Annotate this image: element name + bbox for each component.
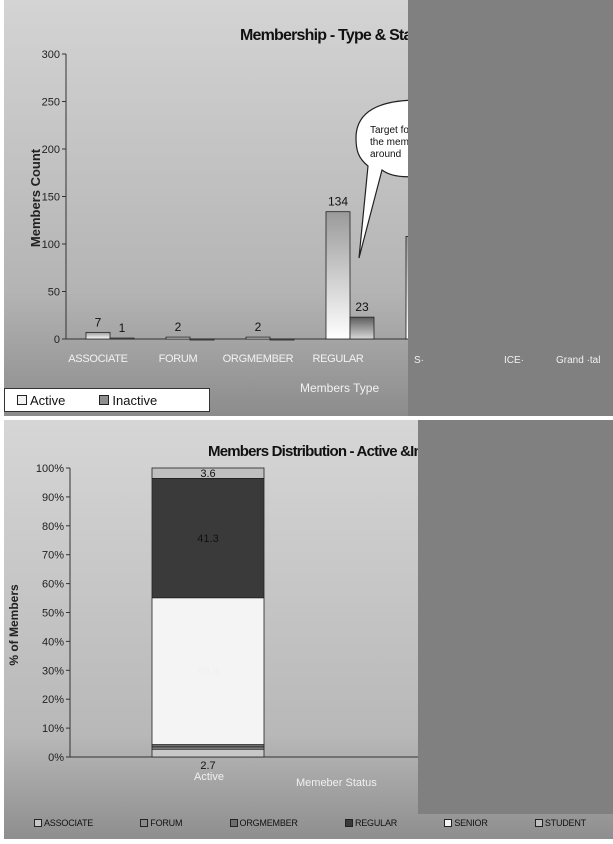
bar-inactive-associate (109, 337, 135, 340)
bar-active-associate (85, 331, 111, 340)
legend: Active Inactive (4, 388, 210, 412)
x-tick-label: ASSOCIATE (68, 353, 127, 365)
bar-active-forum (165, 336, 191, 340)
outside-category-label: ICE· (504, 355, 524, 366)
membership-type-status-chart: Membership - Type & Status 0 50 100 150 200 2… (4, 0, 613, 416)
members-distribution-chart: Members Distribution - Active &Inactive … (4, 420, 613, 839)
legend-label: REGULAR (354, 818, 398, 828)
stack-segment-student (151, 467, 265, 479)
legend-swatch (344, 819, 353, 827)
y-tick-label: 100 (42, 239, 60, 251)
x-axis-title: Members Type (300, 381, 379, 395)
x-tick-label: REGULAR (312, 353, 363, 365)
y-tick-label: 50% (42, 608, 64, 620)
y-tick-label: 150 (42, 192, 60, 204)
legend-swatch-active (17, 395, 27, 405)
annotation-callout: Target fo the memb around (355, 99, 420, 259)
y-tick-label: 80% (42, 521, 64, 533)
annotation-line: around (370, 149, 401, 160)
y-tick-label: 90% (42, 492, 64, 504)
legend-label: ASSOCIATE (44, 818, 94, 828)
legend-item-forum: FORUM (140, 818, 182, 828)
chart-title: Membership - Type & Status (240, 27, 434, 44)
data-label-active: 2 (255, 320, 262, 334)
legend-item-associate: ASSOCIATE (34, 818, 93, 828)
legend-item-inactive: Inactive (99, 393, 157, 408)
legend-swatch (444, 819, 453, 827)
stack-segment-associate (151, 748, 265, 758)
x-tick-label: Active (194, 771, 224, 783)
y-axis: 0 50 100 150 200 250 300 (42, 49, 408, 346)
stack-segment-regular (151, 597, 265, 745)
bar-inactive-forum (189, 338, 215, 341)
bar-active-orgmember (245, 336, 271, 340)
x-tick-label: ORGMEMBER (223, 353, 294, 365)
legend-label: Active (30, 392, 66, 408)
legend-item-senior: SENIOR (444, 818, 488, 828)
chart-title: Members Distribution - Active &Inactive (208, 443, 460, 460)
y-tick-label: 20% (42, 694, 64, 706)
y-tick-label: 70% (42, 550, 64, 562)
data-label-associate: 2.7 (200, 760, 215, 772)
legend-label: SENIOR (454, 818, 488, 828)
x-axis-title: Memeber Status (296, 777, 377, 789)
y-tick-label: 300 (42, 49, 60, 61)
y-tick-label: 30% (42, 665, 64, 677)
legend-item-active: Active (17, 393, 65, 408)
bar-inactive-orgmember (269, 338, 295, 341)
redacted-area (408, 0, 613, 416)
annotation-text: Target fo the memb around (370, 125, 415, 160)
legend-swatch (534, 819, 543, 827)
legend-item-regular: REGULAR (344, 818, 398, 828)
data-label-student: 3.6 (200, 468, 215, 480)
legend-swatch (229, 819, 238, 827)
y-axis-title: Members Count (28, 148, 43, 247)
legend-swatch-inactive (99, 395, 110, 405)
y-tick-label: 40% (42, 636, 64, 648)
legend-item-orgmember: ORGMEMBER (229, 818, 298, 828)
y-tick-label: 0 (54, 334, 60, 346)
data-label-regular: 50.8 (197, 666, 218, 678)
annotation-line: the memb (370, 137, 415, 148)
annotation-bubble (355, 99, 420, 259)
legend-label: ORGMEMBER (239, 818, 298, 828)
legend-label: FORUM (150, 818, 183, 828)
annotation-line: Target fo (370, 125, 409, 136)
y-tick-label: 10% (42, 723, 64, 735)
y-tick-label: 0% (48, 752, 64, 764)
redacted-area (418, 420, 613, 814)
data-label-active: 7 (95, 315, 102, 329)
data-label-active: 2 (175, 320, 182, 334)
y-tick-label: 50 (48, 287, 60, 299)
legend-swatch (140, 819, 149, 827)
y-axis-title: % of Members (7, 584, 21, 666)
bar-active-regular (325, 211, 351, 340)
outside-category-label: S· (414, 355, 424, 366)
y-tick-label: 250 (42, 97, 60, 109)
y-tick-label: 200 (42, 144, 60, 156)
stacked-bar-marks: 2.70.80.850.841.33.6 (151, 467, 265, 772)
legend-label: STUDENT (544, 818, 586, 828)
bar-inactive-regular (349, 316, 375, 340)
legend-swatch (34, 819, 42, 827)
legend-item-student: STUDENT (534, 818, 586, 828)
data-label-senior: 41.3 (197, 533, 218, 545)
x-tick-label: FORUM (159, 353, 198, 365)
outside-category-label: Grand ·tal (556, 355, 601, 366)
stack-segment-senior (151, 478, 265, 599)
legend: ASSOCIATE FORUM ORGMEMBER REGULAR SENIOR STUD… (34, 816, 586, 830)
outside-category-labels: S· ICE· Grand ·tal (4, 355, 613, 369)
data-label-inactive: 1 (119, 321, 126, 335)
y-tick-label: 60% (42, 579, 64, 591)
y-tick-label: 100% (36, 463, 64, 475)
data-label-active: 134 (328, 195, 348, 209)
legend-label: Inactive (112, 392, 158, 408)
data-label-inactive: 23 (355, 300, 369, 314)
